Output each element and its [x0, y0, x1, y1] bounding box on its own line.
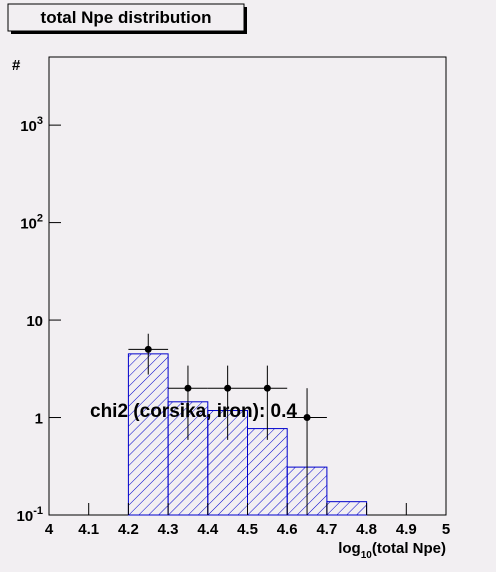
x-tick-label: 4.4	[197, 521, 219, 538]
data-point	[144, 345, 152, 353]
x-label-sub: 10	[361, 550, 373, 561]
title-box	[7, 3, 245, 32]
x-tick-label: 4.3	[158, 521, 179, 538]
x-tick-label: 4.8	[356, 521, 377, 538]
x-label-part: log	[338, 540, 361, 557]
x-tick-label: 4.1	[78, 521, 99, 538]
x-tick-label: 4.2	[118, 521, 139, 538]
y-tick-label: 1	[35, 411, 43, 428]
annotation: chi2 (corsika, iron): 0.4	[90, 401, 297, 422]
y-tick-exp: 3	[37, 115, 43, 127]
data-point	[224, 384, 232, 392]
y-tick-exp: 2	[37, 213, 43, 225]
x-tick-label: 4.7	[316, 521, 337, 538]
y-tick-label: 102	[20, 213, 43, 233]
y-tick-base: 10	[20, 216, 37, 233]
data-point	[263, 384, 271, 392]
chart-title: total Npe distribution	[41, 8, 212, 27]
histogram-bar	[127, 353, 169, 516]
histogram-bar	[326, 501, 368, 516]
y-tick-label: 10-1	[17, 505, 43, 525]
y-tick-label: 10	[26, 313, 43, 330]
data-point	[184, 384, 192, 392]
y-tick-base: 10	[20, 118, 37, 135]
y-axis-label: #	[12, 57, 21, 74]
x-label-part: (total Npe)	[372, 540, 446, 557]
y-tick-label: 103	[20, 115, 43, 135]
y-tick-exp: -1	[33, 505, 43, 517]
data-point	[303, 414, 311, 422]
histogram-bar	[247, 428, 288, 516]
x-tick-label: 4.6	[277, 521, 298, 538]
y-tick-base: 10	[17, 508, 34, 525]
x-axis-label: log10(total Npe)	[338, 540, 446, 561]
x-tick-label: 4.9	[396, 521, 417, 538]
x-tick-label: 4	[45, 521, 54, 538]
x-tick-label: 4.5	[237, 521, 258, 538]
x-tick-label: 5	[442, 521, 450, 538]
